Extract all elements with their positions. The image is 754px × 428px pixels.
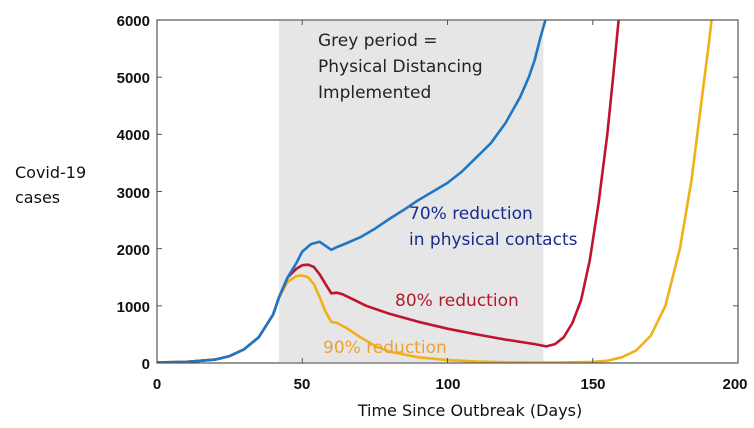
shaded-region-label-line-2: Physical Distancing: [318, 57, 483, 77]
y-tick-label: 6000: [117, 13, 150, 30]
shaded-region-label-line-3: Implemented: [318, 83, 431, 103]
x-tick-label: 150: [580, 376, 605, 393]
series-80-label: 80% reduction: [395, 291, 519, 311]
x-tick-label: 0: [153, 376, 161, 393]
x-tick-label: 100: [435, 376, 460, 393]
series-70-label-line-1: 70% reduction: [409, 204, 533, 224]
series-90-label: 90% reduction: [323, 338, 447, 358]
y-tick-label: 4000: [117, 127, 150, 144]
y-tick-label: 5000: [117, 70, 150, 87]
y-tick-label: 2000: [117, 242, 150, 259]
y-tick-label: 0: [142, 356, 150, 373]
y-axis-title-line-2: cases: [15, 188, 60, 207]
x-tick-label: 200: [722, 376, 747, 393]
y-tick-label: 3000: [117, 185, 150, 202]
series-70-label-line-2: in physical contacts: [409, 230, 578, 250]
y-axis-title-line-1: Covid-19: [15, 163, 86, 182]
series-line-70-reduction: [157, 20, 547, 363]
shaded-region-label-line-1: Grey period =: [318, 31, 438, 51]
x-tick-label: 50: [294, 376, 311, 393]
y-tick-label: 1000: [117, 299, 150, 316]
x-axis-title: Time Since Outbreak (Days): [357, 401, 583, 420]
